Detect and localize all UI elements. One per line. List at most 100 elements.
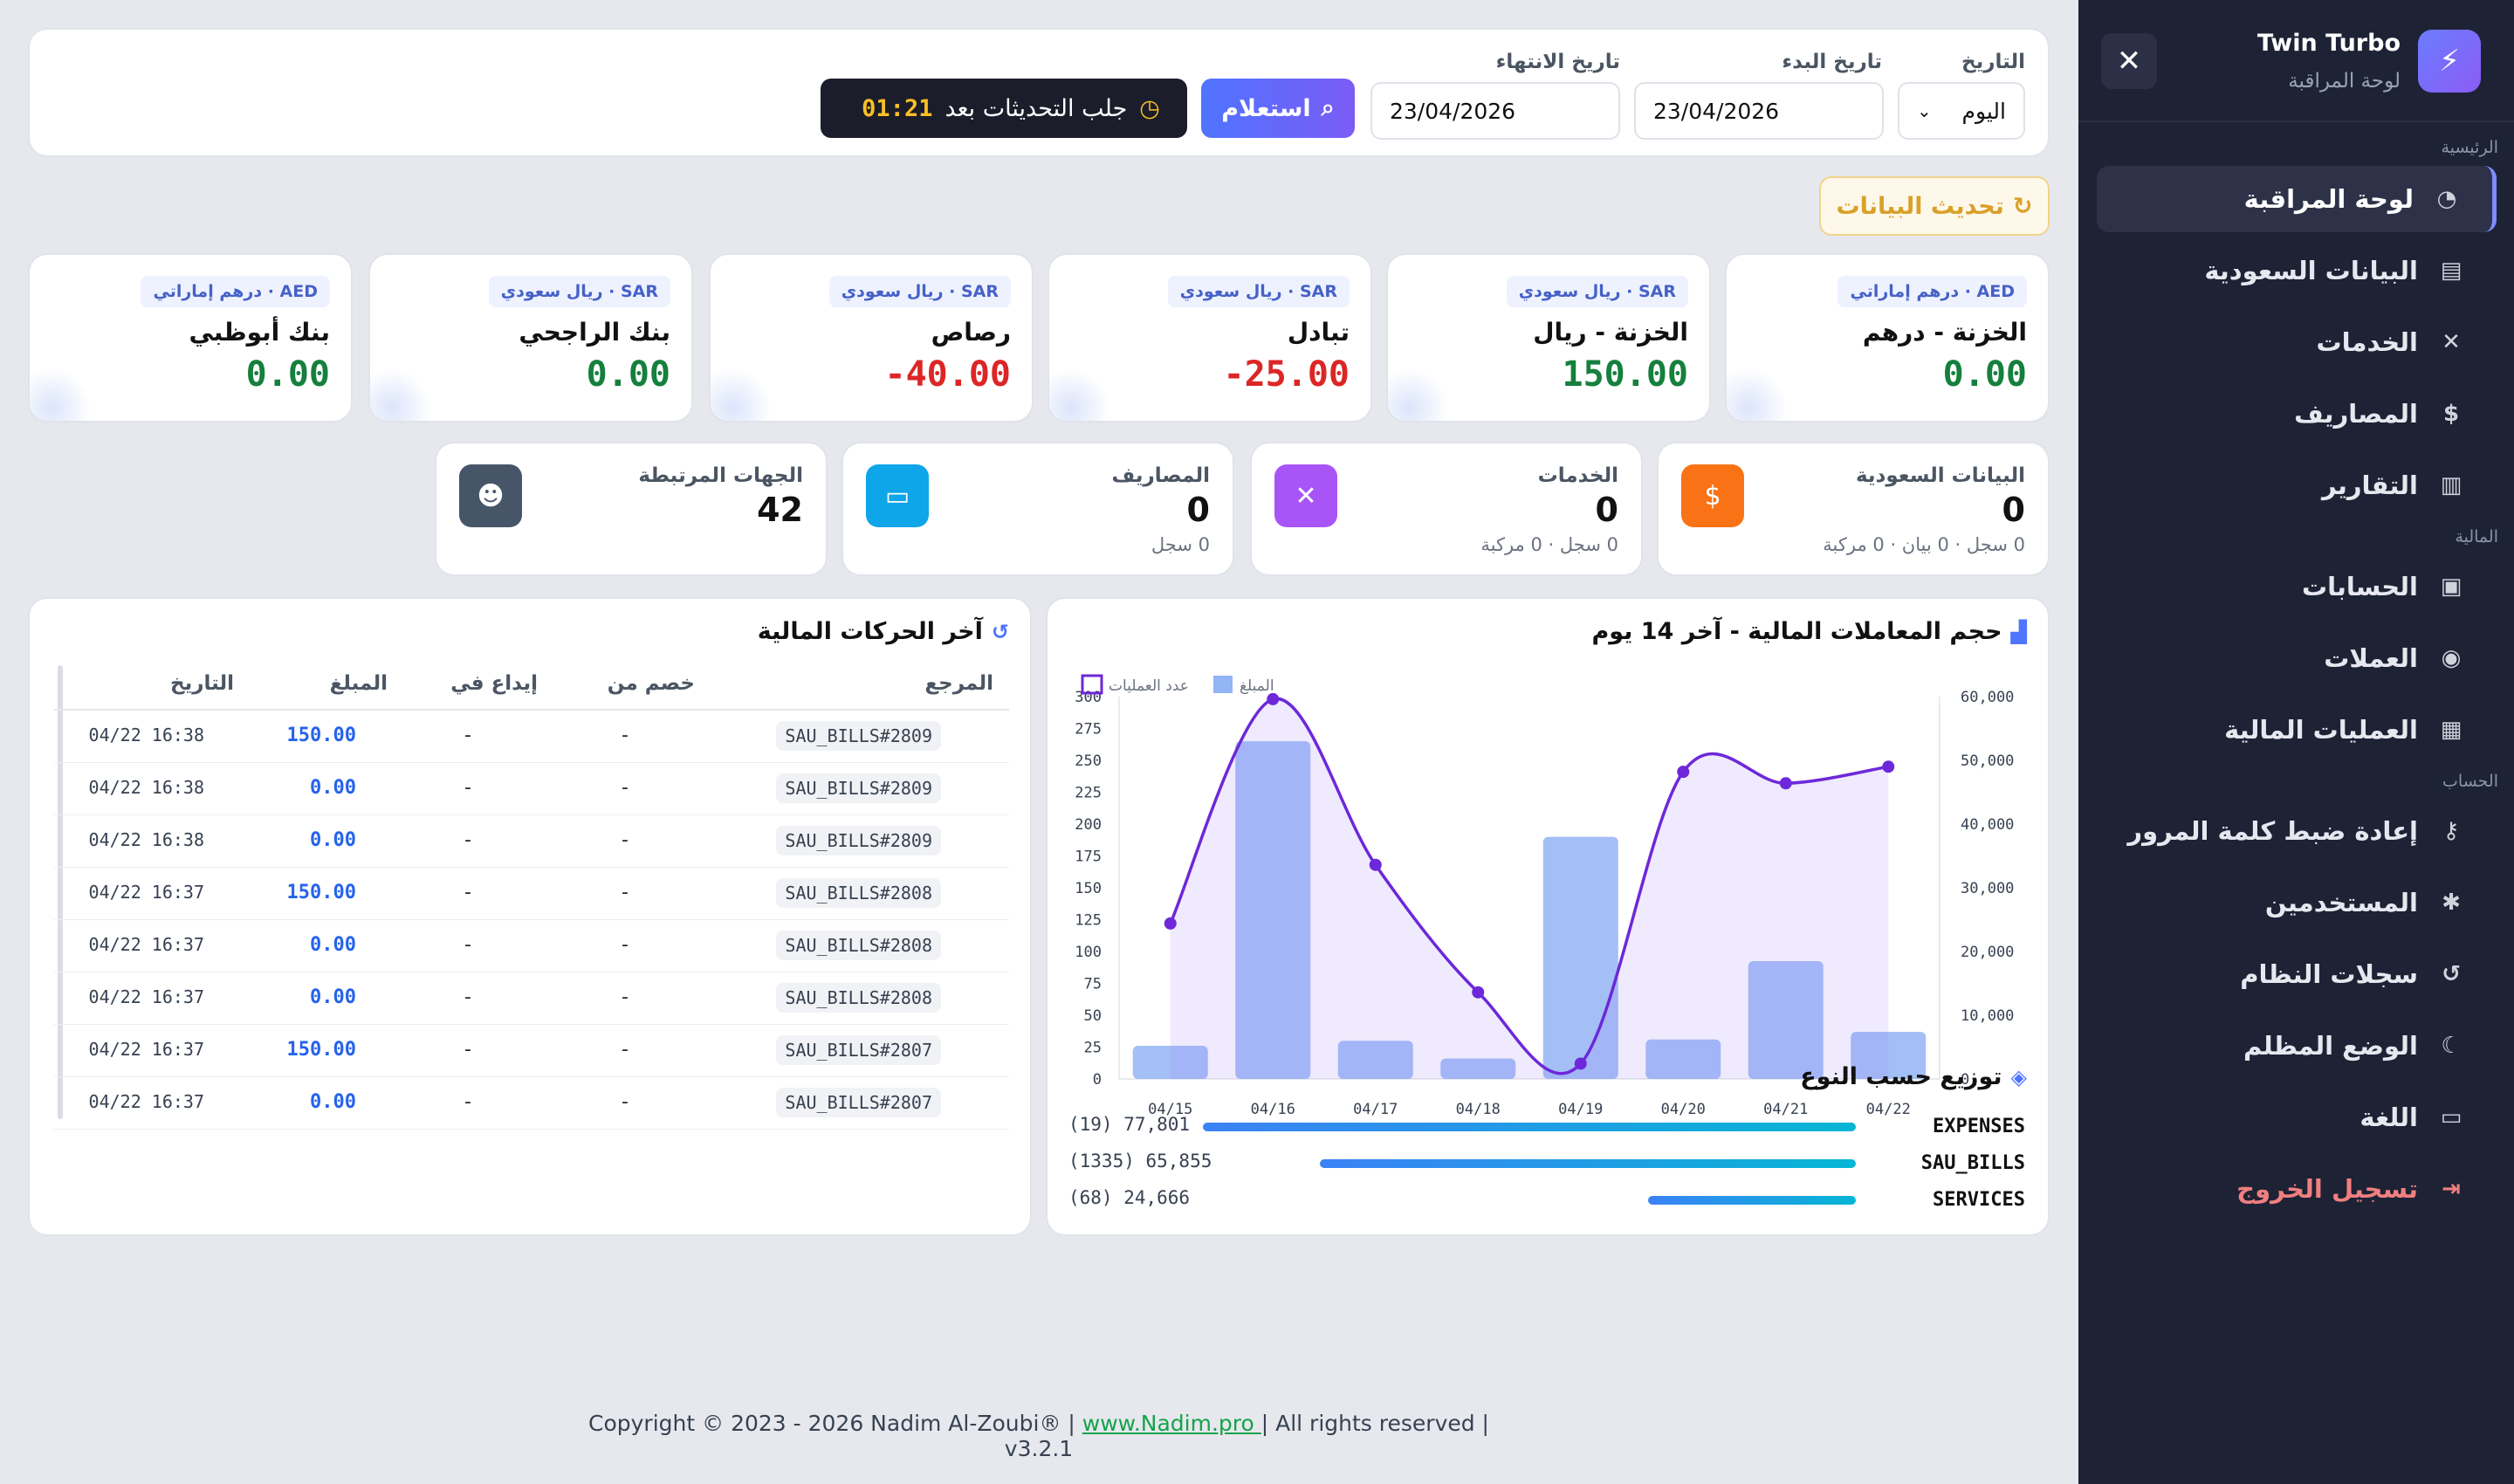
data-point (1164, 917, 1177, 930)
x-tick-label: 04/18 (1456, 1101, 1501, 1118)
close-sidebar-button[interactable]: ✕ (2101, 33, 2157, 89)
balance-card: AED · درهم إماراتي الخزنة - درهم 0.00 (1725, 253, 2050, 423)
sidebar-item-reset-password[interactable]: ⚷ إعادة ضبط كلمة المرور (2097, 798, 2497, 864)
sidebar-item-financial-ops[interactable]: ▦ العمليات المالية (2097, 697, 2497, 763)
language-icon: ▭ (2440, 1104, 2462, 1130)
end-date-input[interactable]: 23/04/2026 (1370, 82, 1620, 140)
wallet-icon: ▭ (866, 464, 929, 527)
table-scrollbar[interactable] (58, 665, 63, 1119)
stat-card-saudi-data[interactable]: البيانات السعودية 0 0 سجل · 0 بيان · 0 م… (1657, 442, 2050, 576)
y-right-tick-label: 40,000 (1961, 816, 2014, 834)
tools-icon: ✕ (2442, 329, 2461, 355)
date-select[interactable]: اليوم ⌄ (1898, 82, 2025, 140)
account-balance: -40.00 (884, 354, 1012, 395)
credit-cell: - (464, 829, 471, 851)
ref-chip: SAU_BILLS#2809 (776, 773, 941, 803)
date-cell: 04/22 16:37 (88, 1091, 204, 1112)
ref-chip: SAU_BILLS#2809 (776, 826, 941, 855)
stat-card-related-parties[interactable]: الجهات المرتبطة 42 ☻ (435, 442, 828, 576)
table-row[interactable]: SAU_BILLS#2807 - - 0.00 04/22 16:37 (54, 1077, 1009, 1130)
y-left-tick-label: 200 (1075, 816, 1102, 834)
bar (1440, 1058, 1516, 1079)
stat-card-expenses[interactable]: المصاريف 0 0 سجل ▭ (841, 442, 1234, 576)
transactions-card: ↺ آخر الحركات المالية (28, 597, 1032, 1236)
currency-badge: SAR · ريال سعودي (828, 276, 1011, 307)
line-area (1170, 698, 1889, 1079)
table-row[interactable]: SAU_BILLS#2808 - - 0.00 04/22 16:37 (54, 920, 1009, 972)
data-point (1677, 766, 1690, 779)
y-left-tick-label: 125 (1075, 912, 1102, 930)
dist-label: SERVICES (1933, 1189, 2025, 1211)
x-tick-label: 04/19 (1558, 1101, 1603, 1118)
y-left-tick-label: 150 (1075, 880, 1102, 897)
date-cell: 04/22 16:38 (88, 829, 204, 850)
legend-label-count: عدد العمليات (1109, 677, 1189, 695)
date-cell: 04/22 16:37 (88, 986, 204, 1007)
balance-card: SAR · ريال سعودي تبادل -25.00 (1048, 253, 1372, 423)
coins-icon: ◉ (2441, 645, 2462, 671)
refresh-data-button[interactable]: ↻ تحديث البيانات (1819, 176, 2050, 236)
chevron-down-icon: ⌄ (1917, 100, 1932, 121)
y-left-tick-label: 275 (1075, 721, 1102, 739)
bar (1851, 1031, 1927, 1079)
bar (1542, 836, 1618, 1079)
data-point (1369, 858, 1382, 871)
table-row[interactable]: SAU_BILLS#2809 - - 150.00 04/22 16:38 (54, 711, 1009, 763)
table-row[interactable]: SAU_BILLS#2808 - - 150.00 04/22 16:37 (54, 868, 1009, 920)
fetch-updates-button[interactable]: ◷ جلب التحديثات بعد 01:21 (821, 79, 1187, 138)
amount-cell: 0.00 (310, 934, 356, 956)
tools-icon: ✕ (1274, 464, 1337, 527)
y-left-tick-label: 225 (1075, 785, 1102, 802)
sidebar-item-users[interactable]: ✱ المستخدمين (2097, 869, 2497, 936)
refresh-icon: ↻ (2012, 192, 2033, 220)
date-cell: 04/22 16:37 (88, 882, 204, 903)
sidebar-item-saudi-data[interactable]: ▤ البيانات السعودية (2097, 237, 2497, 304)
y-left-tick-label: 100 (1075, 944, 1102, 961)
sidebar-item-expenses[interactable]: $ المصاريف (2097, 381, 2497, 447)
currency-badge: SAR · ريال سعودي (1506, 276, 1688, 307)
gear-icon: ✱ (2442, 890, 2461, 916)
transactions-title: ↺ آخر الحركات المالية (757, 618, 1009, 645)
sidebar-item-accounts[interactable]: ▣ الحسابات (2097, 553, 2497, 620)
dist-bar (1320, 1159, 1856, 1168)
query-button[interactable]: ⌕ استعلام (1201, 79, 1355, 138)
sidebar-item-logout[interactable]: ⇥ تسجيل الخروج (2097, 1156, 2497, 1222)
ref-chip: SAU_BILLS#2808 (776, 878, 941, 908)
y-left-tick-label: 175 (1075, 848, 1102, 866)
ref-chip: SAU_BILLS#2808 (776, 931, 941, 960)
search-icon: ⌕ (1321, 94, 1335, 121)
sidebar-item-services[interactable]: ✕ الخدمات (2097, 309, 2497, 375)
chart-card: ▟ حجم المعاملات المالية - آخر 14 يوم 0 25 5… (1046, 597, 2050, 1236)
sidebar-item-reports[interactable]: ▥ التقارير (2097, 452, 2497, 519)
sidebar-item-system-logs[interactable]: ↺ سجلات النظام (2097, 941, 2497, 1007)
ref-chip: SAU_BILLS#2809 (776, 721, 941, 751)
bar (1132, 1046, 1208, 1079)
col-header-debit: خصم من (607, 672, 695, 695)
col-header-date: التاريخ (170, 672, 234, 695)
logout-icon: ⇥ (2442, 1176, 2461, 1202)
ref-chip: SAU_BILLS#2807 (776, 1088, 941, 1117)
ref-chip: SAU_BILLS#2808 (776, 983, 941, 1013)
table-row[interactable]: SAU_BILLS#2808 - - 0.00 04/22 16:37 (54, 972, 1009, 1025)
debit-cell: - (622, 829, 628, 851)
sidebar-item-currencies[interactable]: ◉ العملات (2097, 625, 2497, 691)
sidebar-item-dark-mode[interactable]: ☾ الوضع المظلم (2097, 1013, 2497, 1079)
legend-label-amount: المبلغ (1240, 677, 1274, 695)
y-right-tick-label: 0 (1961, 1071, 1969, 1089)
sidebar: ⚡ Twin Turbo لوحة المراقبة ✕ الرئيسية ◔ ل… (2078, 0, 2514, 1484)
sidebar-item-dashboard[interactable]: ◔ لوحة المراقبة (2097, 166, 2497, 232)
sidebar-item-language[interactable]: ▭ اللغة (2097, 1084, 2497, 1151)
table-row[interactable]: SAU_BILLS#2809 - - 0.00 04/22 16:38 (54, 763, 1009, 815)
wallet-icon: ▣ (2440, 574, 2462, 600)
account-balance: 0.00 (245, 354, 330, 395)
y-left-tick-label: 250 (1075, 752, 1102, 770)
table-row[interactable]: SAU_BILLS#2807 - - 150.00 04/22 16:37 (54, 1025, 1009, 1077)
footer-link[interactable]: www.Nadim.pro (1082, 1411, 1261, 1436)
stat-card-services[interactable]: الخدمات 0 0 سجل · 0 مركبة ✕ (1250, 442, 1643, 576)
table-row[interactable]: SAU_BILLS#2809 - - 0.00 04/22 16:38 (54, 815, 1009, 868)
account-name: رصاص (931, 318, 1011, 347)
col-header-amount: المبلغ (329, 672, 388, 695)
start-date-input[interactable]: 23/04/2026 (1634, 82, 1884, 140)
account-balance: 0.00 (1942, 354, 2027, 395)
date-label: التاريخ (1961, 51, 2025, 73)
